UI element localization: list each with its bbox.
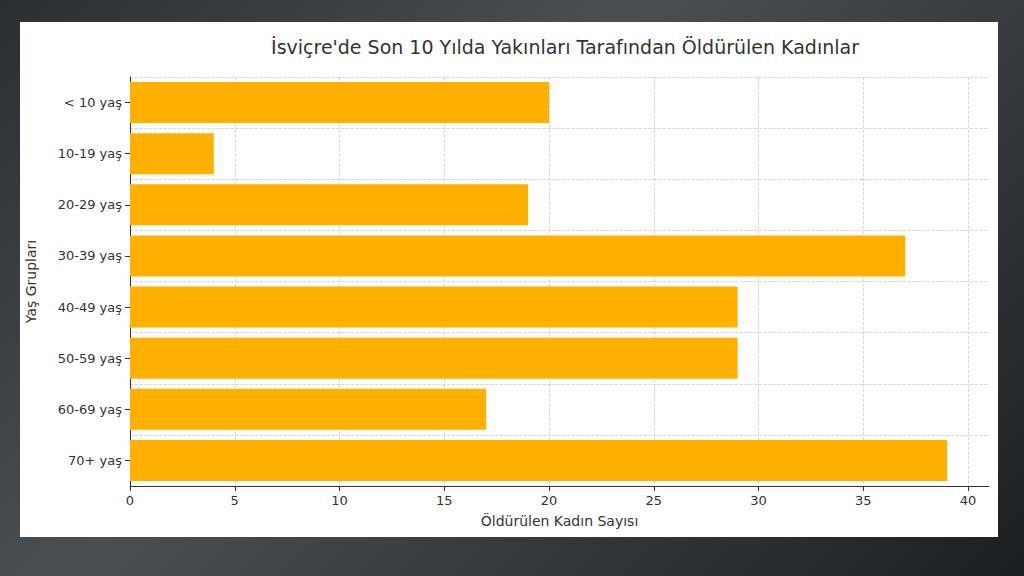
svg-text:0: 0 <box>126 493 134 508</box>
svg-text:25: 25 <box>646 493 663 508</box>
svg-text:< 10 yaş: < 10 yaş <box>64 95 122 110</box>
svg-text:30-39 yaş: 30-39 yaş <box>58 248 123 263</box>
svg-text:30: 30 <box>750 493 767 508</box>
svg-text:40-49 yaş: 40-49 yaş <box>58 300 123 315</box>
svg-text:İsviçre'de Son 10 Yılda Yakınl: İsviçre'de Son 10 Yılda Yakınları Tarafı… <box>271 36 859 58</box>
svg-text:70+ yaş: 70+ yaş <box>68 453 122 468</box>
svg-text:20: 20 <box>541 493 558 508</box>
svg-text:10: 10 <box>331 493 348 508</box>
svg-text:50-59 yaş: 50-59 yaş <box>58 351 123 366</box>
svg-text:20-29 yaş: 20-29 yaş <box>58 197 123 212</box>
svg-text:5: 5 <box>231 493 239 508</box>
svg-text:60-69 yaş: 60-69 yaş <box>58 402 123 417</box>
svg-text:Öldürülen Kadın Sayısı: Öldürülen Kadın Sayısı <box>481 512 639 529</box>
svg-text:Yaş Grupları: Yaş Grupları <box>23 240 39 324</box>
svg-text:40: 40 <box>960 493 977 508</box>
svg-text:35: 35 <box>855 493 872 508</box>
svg-text:15: 15 <box>436 493 453 508</box>
svg-text:10-19 yaş: 10-19 yaş <box>58 146 123 161</box>
